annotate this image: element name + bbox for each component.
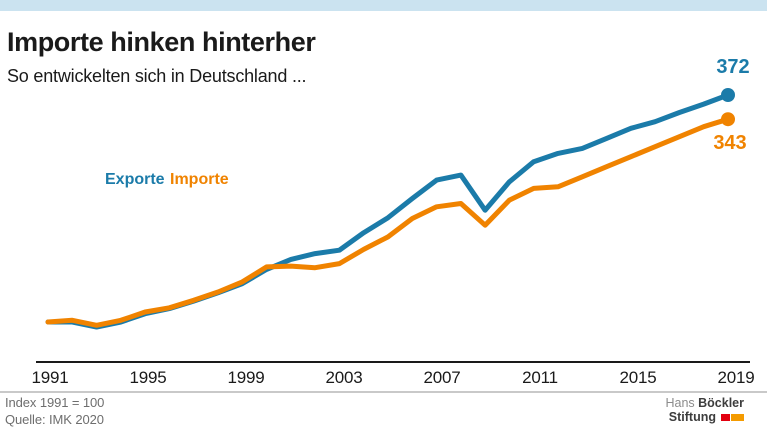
top-accent-bar bbox=[0, 0, 767, 11]
x-tick-label: 2011 bbox=[522, 368, 558, 387]
series-line-exporte bbox=[45, 92, 731, 330]
legend-item-importe: Importe bbox=[170, 171, 229, 188]
x-tick-label: 1995 bbox=[129, 368, 167, 387]
hans-boeckler-stiftung-logo: Hans Böckler Stiftung bbox=[634, 397, 744, 424]
logo-boeckler: Böckler bbox=[698, 396, 744, 410]
series-endpoint-dot-importe bbox=[721, 112, 735, 127]
end-value-label-exporte: 372 bbox=[716, 56, 750, 78]
index-note: Index 1991 = 100 bbox=[5, 395, 105, 410]
x-tick-label: 1991 bbox=[31, 368, 69, 387]
x-tick-label: 2007 bbox=[423, 368, 461, 387]
footer-separator bbox=[0, 391, 767, 393]
x-tick-label: 2015 bbox=[619, 368, 657, 387]
source-note: Quelle: IMK 2020 bbox=[5, 412, 104, 427]
x-tick-label: 2003 bbox=[325, 368, 363, 387]
logo-line1: Hans Böckler bbox=[634, 397, 744, 410]
logo-orange-square-icon bbox=[731, 414, 744, 421]
legend-item-exporte: Exporte bbox=[105, 171, 165, 188]
x-axis-line bbox=[36, 361, 750, 363]
x-tick-label: 2019 bbox=[717, 368, 755, 387]
logo-stiftung: Stiftung bbox=[668, 410, 716, 424]
logo-line2: Stiftung bbox=[634, 411, 744, 424]
logo-hans: Hans bbox=[665, 396, 695, 410]
page-title: Importe hinken hinterher bbox=[7, 27, 316, 57]
logo-red-square-icon bbox=[721, 414, 730, 421]
series-endpoint-dot-exporte bbox=[721, 88, 735, 102]
x-tick-label: 1999 bbox=[227, 368, 265, 387]
page-subtitle: So entwickelten sich in Deutschland ... bbox=[7, 66, 307, 86]
end-value-label-importe: 343 bbox=[713, 132, 747, 154]
series-line-importe bbox=[45, 116, 731, 328]
